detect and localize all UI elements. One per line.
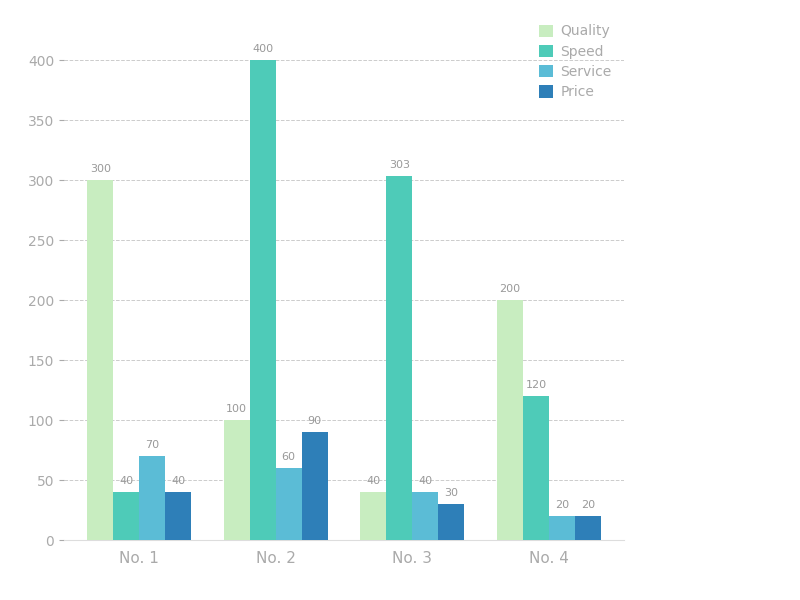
Bar <box>224 420 250 540</box>
Text: 200: 200 <box>499 284 521 294</box>
Bar <box>139 456 165 540</box>
Text: 120: 120 <box>526 380 546 390</box>
Bar <box>250 60 276 540</box>
Bar <box>523 396 549 540</box>
Bar <box>438 504 464 540</box>
Text: 40: 40 <box>171 476 185 486</box>
Bar <box>412 492 438 540</box>
Legend: Quality, Speed, Service, Price: Quality, Speed, Service, Price <box>534 19 617 105</box>
Bar <box>87 180 113 540</box>
Text: 100: 100 <box>226 404 247 414</box>
Text: 20: 20 <box>554 500 569 510</box>
Bar <box>575 516 601 540</box>
Bar <box>165 492 191 540</box>
Text: 300: 300 <box>90 164 110 174</box>
Bar <box>549 516 575 540</box>
Bar <box>497 300 523 540</box>
Bar <box>302 432 328 540</box>
Text: 90: 90 <box>307 416 322 426</box>
Bar <box>360 492 386 540</box>
Text: 20: 20 <box>581 500 595 510</box>
Bar <box>276 468 302 540</box>
Text: 60: 60 <box>282 452 296 462</box>
Text: 303: 303 <box>389 160 410 170</box>
Text: 40: 40 <box>418 476 432 486</box>
Text: 40: 40 <box>366 476 381 486</box>
Text: 30: 30 <box>444 488 458 498</box>
Bar <box>386 176 412 540</box>
Text: 400: 400 <box>252 44 274 54</box>
Text: 40: 40 <box>119 476 134 486</box>
Bar <box>113 492 139 540</box>
Text: 70: 70 <box>145 440 159 450</box>
